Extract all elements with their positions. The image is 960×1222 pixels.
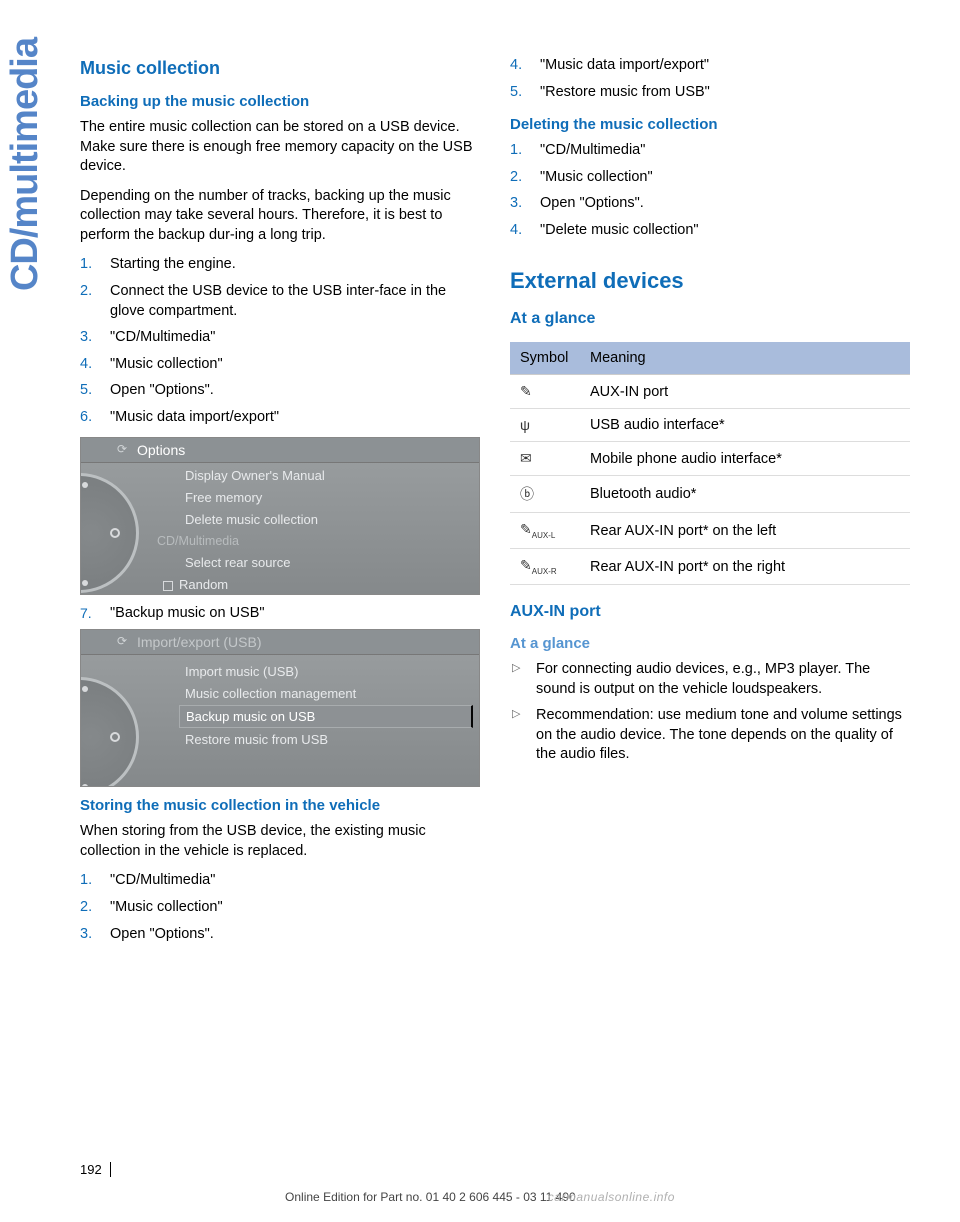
screenshot-import-export: ⟳ Import/export (USB) Import music (USB)… [80, 629, 480, 787]
step: "Music data import/export" [80, 408, 480, 428]
table-row: ψUSB audio interface* [510, 409, 910, 442]
step: "CD/Multimedia" [80, 871, 480, 891]
backing-up-steps: Starting the engine. Connect the USB dev… [80, 255, 480, 427]
step: Open "Options". [510, 194, 910, 214]
menu-item: Free memory [179, 487, 473, 508]
body-text: Depending on the number of tracks, backi… [80, 187, 480, 246]
heading-deleting: Deleting the music collection [510, 116, 910, 133]
body-text: When storing from the USB device, the ex… [80, 822, 480, 861]
bullet-item: For connecting audio devices, e.g., MP3 … [510, 660, 910, 699]
idrive-dial-icon [80, 473, 139, 593]
bullet-item: Recommendation: use medium tone and volu… [510, 706, 910, 765]
symbol-meaning-table: Symbol Meaning ✎AUX-IN port ψUSB audio i… [510, 342, 910, 585]
meaning-cell: Bluetooth audio* [580, 476, 910, 513]
heading-storing: Storing the music collection in the vehi… [80, 797, 480, 814]
page-number: 192 [80, 1162, 111, 1177]
symbol-cell: ✎AUX-L [510, 513, 580, 549]
table-header: Symbol [510, 342, 580, 375]
symbol-cell: ✎AUX-R [510, 549, 580, 585]
heading-backing-up: Backing up the music collection [80, 93, 480, 110]
meaning-cell: Mobile phone audio interface* [580, 442, 910, 476]
step-7: 7. "Backup music on USB" [80, 605, 480, 621]
step: Open "Options". [80, 381, 480, 401]
menu-item-highlighted: Backup music on USB [179, 705, 473, 728]
deleting-steps: "CD/Multimedia" "Music collection" Open … [510, 141, 910, 240]
step: Connect the USB device to the USB inter‐… [80, 282, 480, 321]
storing-steps: "CD/Multimedia" "Music collection" Open … [80, 871, 480, 944]
refresh-icon: ⟳ [117, 634, 127, 648]
step: "Music collection" [80, 355, 480, 375]
idrive-dial-icon [80, 677, 139, 787]
meaning-cell: AUX-IN port [580, 375, 910, 409]
menu-item: Import music (USB) [179, 661, 473, 682]
table-row: ✎AUX-IN port [510, 375, 910, 409]
meaning-cell: Rear AUX-IN port* on the left [580, 513, 910, 549]
menu-item: Delete music collection [179, 509, 473, 530]
step: "CD/Multimedia" [510, 141, 910, 161]
menu-items: Display Owner's Manual Free memory Delet… [179, 465, 473, 595]
heading-aux-at-a-glance: At a glance [510, 635, 910, 652]
table-row: ✎AUX-LRear AUX-IN port* on the left [510, 513, 910, 549]
screenshot-title: ⟳ Options [81, 438, 479, 463]
step: "CD/Multimedia" [80, 328, 480, 348]
step: "Delete music collection" [510, 221, 910, 241]
symbol-cell: ✉ [510, 442, 580, 476]
step: "Music data import/export" [510, 56, 910, 76]
page-content: Music collection Backing up the music co… [0, 0, 960, 954]
meaning-cell: USB audio interface* [580, 409, 910, 442]
symbol-cell: ✎ [510, 375, 580, 409]
aux-bullets: For connecting audio devices, e.g., MP3 … [510, 660, 910, 765]
step-text: "Backup music on USB" [110, 605, 265, 621]
symbol-cell: ψ [510, 409, 580, 442]
meaning-cell: Rear AUX-IN port* on the right [580, 549, 910, 585]
table-row: ✎AUX-RRear AUX-IN port* on the right [510, 549, 910, 585]
screenshot-title-text: Import/export (USB) [137, 634, 261, 650]
menu-item: CD/Multimedia [157, 531, 473, 551]
step: "Music collection" [80, 898, 480, 918]
refresh-icon: ⟳ [117, 442, 127, 456]
step: Starting the engine. [80, 255, 480, 275]
section-tab: CD/multimedia [4, 38, 47, 291]
left-column: Music collection Backing up the music co… [80, 52, 480, 954]
table-row: ⓑBluetooth audio* [510, 476, 910, 513]
screenshot-title-text: Options [137, 442, 185, 458]
table-header-row: Symbol Meaning [510, 342, 910, 375]
screenshot-options-menu: ⟳ Options Display Owner's Manual Free me… [80, 437, 480, 595]
right-column: "Music data import/export" "Restore musi… [510, 52, 910, 954]
heading-at-a-glance: At a glance [510, 310, 910, 328]
table-row: ✉Mobile phone audio interface* [510, 442, 910, 476]
step: "Restore music from USB" [510, 83, 910, 103]
heading-aux-in-port: AUX-IN port [510, 603, 910, 621]
step: "Music collection" [510, 168, 910, 188]
menu-item: Restore music from USB [179, 729, 473, 750]
footer-text: Online Edition for Part no. 01 40 2 606 … [0, 1190, 960, 1204]
screenshot-body: Display Owner's Manual Free memory Delet… [81, 463, 479, 593]
step: Open "Options". [80, 925, 480, 945]
heading-music-collection: Music collection [80, 58, 480, 79]
menu-item: Display Owner's Manual [179, 465, 473, 486]
menu-item: Random [157, 574, 473, 595]
menu-item: Music collection management [179, 683, 473, 704]
watermark: carmanualsonline.info [548, 1190, 675, 1204]
body-text: The entire music collection can be store… [80, 118, 480, 177]
menu-items: Import music (USB) Music collection mana… [179, 661, 473, 751]
heading-external-devices: External devices [510, 268, 910, 294]
screenshot-title: ⟳ Import/export (USB) [81, 630, 479, 655]
symbol-cell: ⓑ [510, 476, 580, 513]
menu-item: Select rear source [179, 552, 473, 573]
checkbox-icon [163, 581, 173, 591]
screenshot-body: Import music (USB) Music collection mana… [81, 655, 479, 785]
cont-steps: "Music data import/export" "Restore musi… [510, 56, 910, 102]
table-header: Meaning [580, 342, 910, 375]
step-number: 7. [80, 605, 110, 621]
